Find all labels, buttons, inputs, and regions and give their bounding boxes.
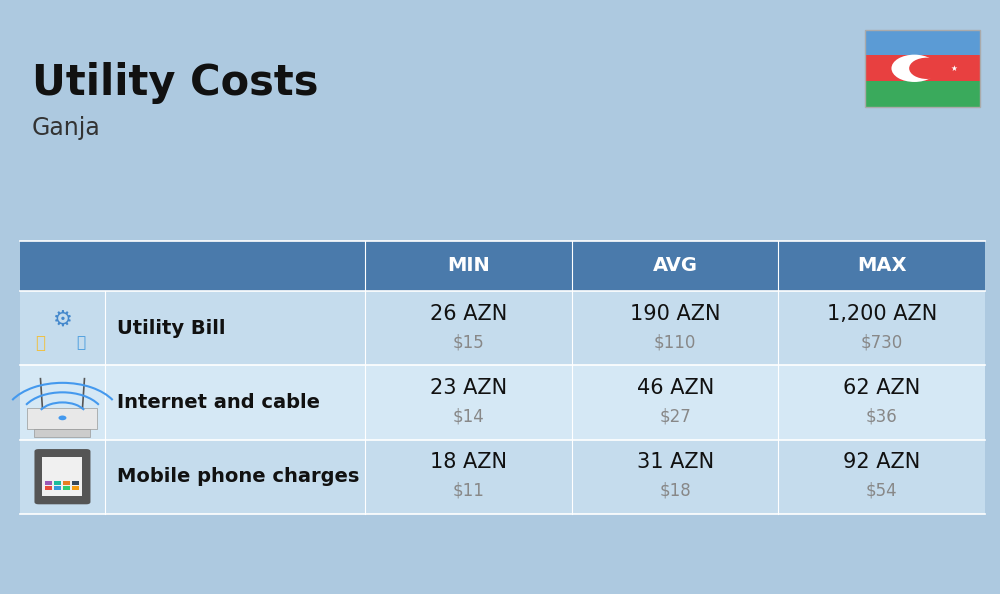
Bar: [54, 486, 61, 490]
Text: Utility Bill: Utility Bill: [117, 319, 225, 337]
Text: $14: $14: [453, 407, 485, 426]
Text: 62 AZN: 62 AZN: [843, 378, 920, 398]
Text: Internet and cable: Internet and cable: [117, 393, 320, 412]
Circle shape: [891, 55, 937, 82]
Bar: [20, 241, 985, 291]
Bar: [45, 486, 52, 490]
Text: $27: $27: [659, 407, 691, 426]
Bar: [54, 481, 61, 485]
Text: 26 AZN: 26 AZN: [430, 304, 507, 324]
Text: AVG: AVG: [653, 257, 698, 275]
Circle shape: [58, 416, 66, 421]
Bar: [865, 30, 980, 107]
Bar: [865, 81, 980, 107]
Text: $15: $15: [453, 333, 485, 352]
Bar: [63, 481, 70, 485]
Text: Utility Costs: Utility Costs: [32, 62, 318, 105]
Bar: [63, 486, 70, 490]
Text: 💧: 💧: [76, 336, 85, 350]
Bar: [20, 365, 985, 440]
Text: $54: $54: [866, 482, 898, 500]
Bar: [34, 429, 90, 437]
Text: 🔌: 🔌: [35, 334, 45, 352]
Text: MAX: MAX: [857, 257, 906, 275]
Text: $18: $18: [659, 482, 691, 500]
Bar: [45, 481, 52, 485]
Text: Ganja: Ganja: [32, 116, 101, 140]
Text: 1,200 AZN: 1,200 AZN: [827, 304, 937, 324]
FancyBboxPatch shape: [34, 449, 90, 504]
Text: $11: $11: [453, 482, 485, 500]
Text: MIN: MIN: [447, 257, 490, 275]
Text: $730: $730: [861, 333, 903, 352]
Bar: [72, 481, 79, 485]
Bar: [72, 486, 79, 490]
Bar: [42, 457, 82, 496]
Bar: [27, 409, 97, 429]
Text: Mobile phone charges: Mobile phone charges: [117, 467, 359, 486]
Bar: [865, 30, 980, 55]
Bar: [20, 291, 985, 365]
Text: 18 AZN: 18 AZN: [430, 453, 507, 472]
Text: ⚙: ⚙: [52, 309, 72, 329]
Text: ★: ★: [950, 64, 957, 73]
Text: $110: $110: [654, 333, 696, 352]
Text: 23 AZN: 23 AZN: [430, 378, 507, 398]
Circle shape: [909, 58, 945, 79]
Bar: [20, 440, 985, 514]
Text: $36: $36: [866, 407, 898, 426]
Text: 46 AZN: 46 AZN: [637, 378, 714, 398]
Text: 190 AZN: 190 AZN: [630, 304, 720, 324]
Text: 31 AZN: 31 AZN: [637, 453, 714, 472]
Bar: [865, 55, 980, 81]
Text: 92 AZN: 92 AZN: [843, 453, 920, 472]
